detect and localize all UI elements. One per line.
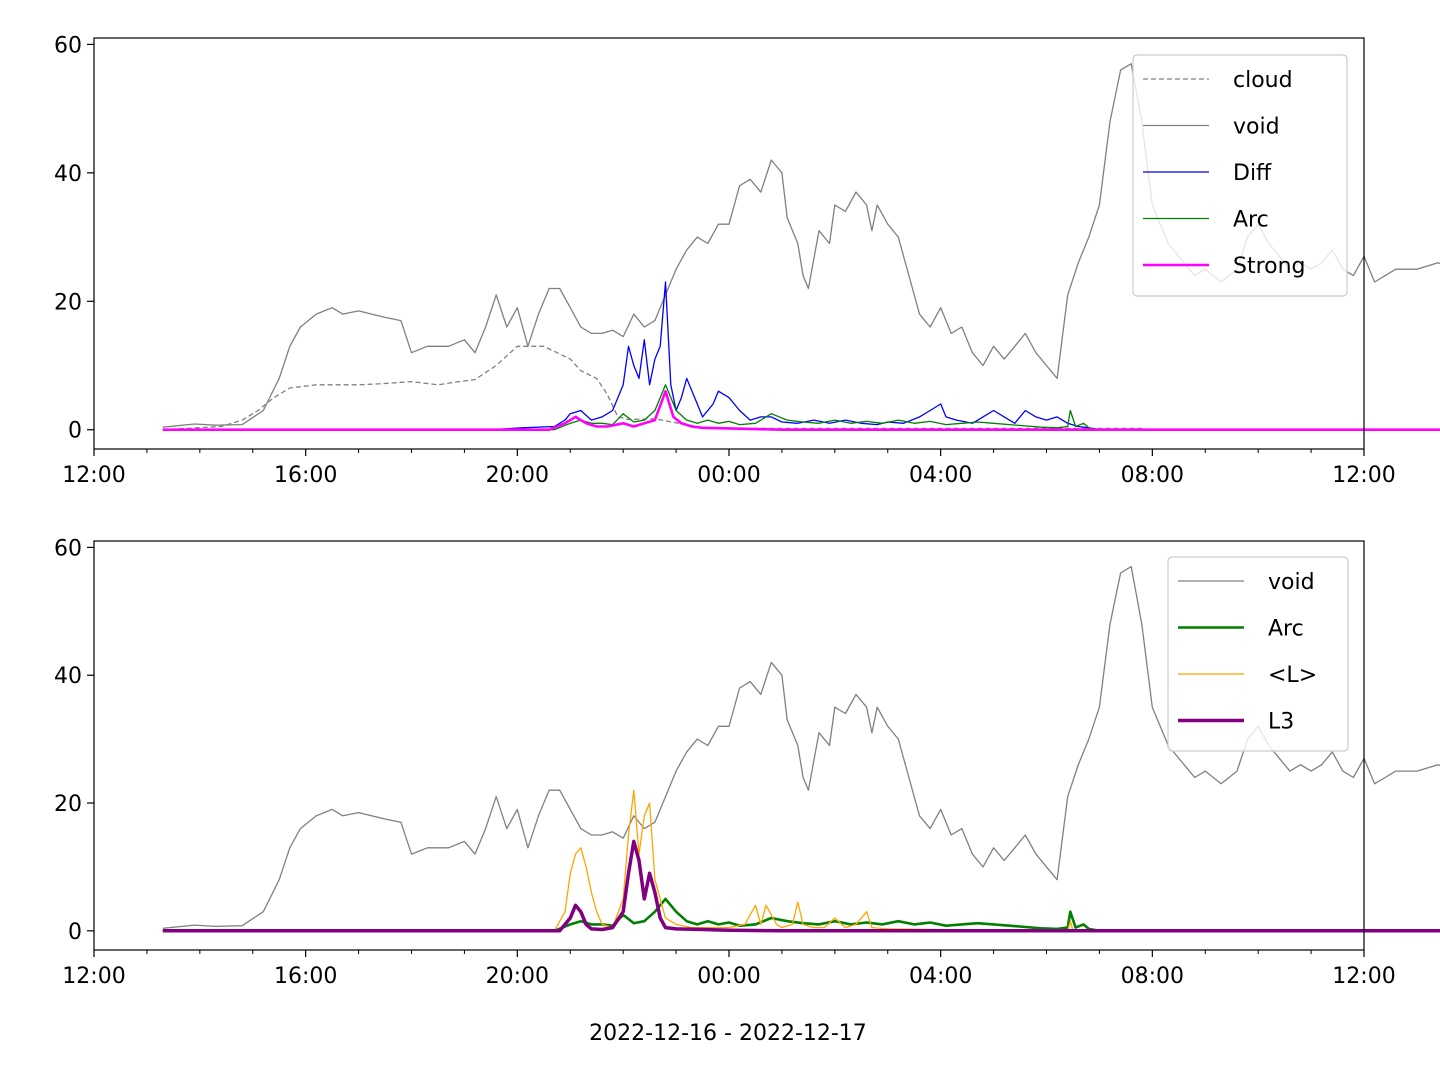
- y-tick-label: 60: [54, 536, 82, 561]
- x-tick-label: 08:00: [1121, 463, 1184, 488]
- top-panel: 12:00 16:00 20:00 00:00 04:00 08:00 12:00 0 20 40…: [54, 33, 1440, 488]
- x-axis-label: 2022-12-16 - 2022-12-17: [589, 1021, 867, 1046]
- series-line-4: [162, 389, 1440, 431]
- legend-label: Arc: [1268, 617, 1304, 642]
- series-line-2: [162, 789, 1440, 932]
- legend-label: Strong: [1233, 254, 1306, 279]
- legend-label: <L>: [1268, 663, 1317, 688]
- x-tick-label: 04:00: [909, 964, 972, 989]
- series-line-3: [162, 384, 1440, 431]
- x-tick-label: 00:00: [697, 463, 760, 488]
- x-tick-label: 08:00: [1121, 964, 1184, 989]
- legend: void Arc <L> L3: [1167, 556, 1349, 752]
- y-tick-label: 40: [54, 162, 82, 187]
- x-tick-label: 00:00: [697, 964, 760, 989]
- x-tick-label: 16:00: [274, 964, 337, 989]
- series-line-1: [162, 63, 1440, 428]
- y-tick-label: 0: [68, 419, 82, 444]
- y-tick-label: 60: [54, 33, 82, 58]
- legend-label: L3: [1268, 710, 1294, 735]
- series-line-1: [162, 897, 1440, 933]
- legend-label: cloud: [1233, 68, 1293, 93]
- bottom-panel: 12:00 16:00 20:00 00:00 04:00 08:00 12:00 0 20 40…: [54, 536, 1440, 989]
- legend-label: Diff: [1233, 161, 1272, 186]
- series-line-2: [162, 281, 1440, 431]
- x-tick-label: 12:00: [1332, 463, 1395, 488]
- x-tick-label: 04:00: [909, 463, 972, 488]
- y-tick-label: 0: [68, 920, 82, 945]
- legend: cloud void Diff Arc Strong: [1132, 54, 1348, 297]
- x-tick-label: 12:00: [1332, 964, 1395, 989]
- series-line-3: [162, 839, 1440, 933]
- x-tick-label: 20:00: [486, 463, 549, 488]
- legend-frame: [1167, 556, 1349, 752]
- y-tick-label: 20: [54, 290, 82, 315]
- legend-label: Arc: [1233, 208, 1269, 233]
- x-tick-label: 16:00: [274, 463, 337, 488]
- legend-label: void: [1233, 115, 1280, 140]
- x-tick-label: 20:00: [486, 964, 549, 989]
- legend-label: void: [1268, 570, 1315, 595]
- x-tick-label: 12:00: [62, 463, 125, 488]
- x-tick-label: 12:00: [62, 964, 125, 989]
- y-tick-label: 40: [54, 664, 82, 689]
- y-tick-label: 20: [54, 792, 82, 817]
- legend-frame: [1132, 54, 1348, 297]
- series-line-0: [162, 565, 1440, 929]
